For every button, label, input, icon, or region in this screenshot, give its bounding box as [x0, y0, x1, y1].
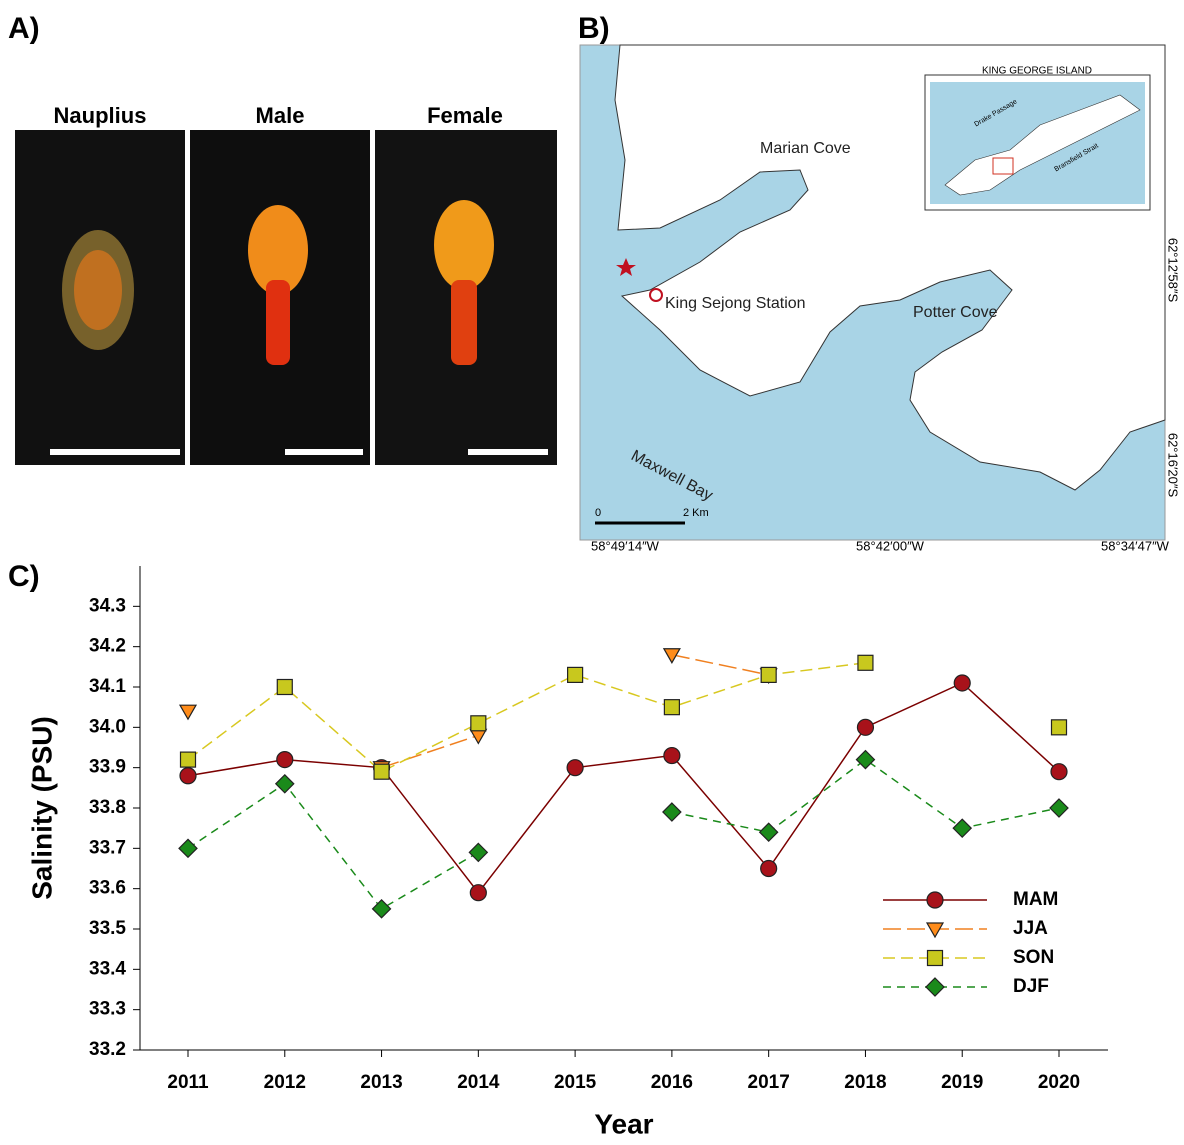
point — [276, 750, 294, 769]
y-tick-label: 34.2 — [89, 636, 126, 657]
legend-label: JJA — [1013, 918, 1048, 939]
y-tick-label: 34.0 — [89, 716, 126, 737]
legend-marker — [926, 891, 944, 909]
point — [857, 654, 874, 671]
photo-caption: Female — [427, 103, 503, 128]
y-tick-label: 33.4 — [89, 958, 126, 979]
x-tick-label: 2012 — [264, 1072, 306, 1093]
point — [274, 773, 295, 794]
place: Marian Cove — [760, 140, 851, 157]
series-line — [187, 758, 1060, 910]
x-tick-label: 2018 — [844, 1072, 886, 1093]
y-tick-label: 33.8 — [89, 797, 126, 818]
longitude: 58°34′47″W — [1101, 538, 1170, 553]
point — [760, 859, 778, 878]
point — [1049, 798, 1069, 818]
legend-label: MAM — [1013, 889, 1058, 910]
panel-label: B) — [578, 12, 610, 45]
specimen — [266, 280, 290, 365]
y-tick-label: 33.6 — [89, 878, 126, 899]
y-tick-label: 33.2 — [89, 1039, 126, 1060]
point — [663, 699, 680, 716]
point — [179, 751, 197, 768]
series-line — [188, 663, 1059, 772]
inset-island — [944, 94, 1141, 196]
longitude: 58°42′00″W — [856, 538, 925, 553]
point — [469, 884, 487, 902]
point — [953, 674, 971, 692]
latitude: 62°12′58″S — [1166, 238, 1181, 303]
legend-marker — [925, 977, 945, 997]
x-tick-label: 2011 — [167, 1072, 209, 1093]
point — [468, 842, 489, 863]
point — [662, 802, 682, 822]
point — [855, 749, 876, 770]
photo-caption: Nauplius — [54, 103, 147, 128]
scale-label: 0 — [595, 507, 601, 519]
legend-label: SON — [1013, 947, 1054, 968]
y-tick-label: 33.7 — [89, 837, 126, 858]
point — [469, 728, 488, 745]
series-line — [381, 653, 769, 769]
point — [276, 678, 293, 696]
specimen — [248, 205, 308, 295]
inset-box — [992, 157, 1014, 175]
specimen — [451, 280, 477, 365]
place: King Sejong Station — [665, 295, 806, 312]
star — [616, 258, 636, 276]
longitude: 58°49′14″W — [591, 538, 660, 553]
x-axis-title: Year — [594, 1108, 653, 1139]
point — [856, 718, 875, 736]
x-tick-label: 2014 — [457, 1072, 500, 1093]
x-tick-label: 2016 — [651, 1072, 693, 1093]
x-tick-label: 2020 — [1038, 1072, 1080, 1093]
point — [179, 767, 197, 785]
legend-marker — [925, 922, 945, 939]
legend-marker — [926, 949, 944, 967]
point — [758, 822, 779, 843]
point — [663, 746, 681, 765]
point — [662, 648, 681, 664]
latitude: 62°16′20″S — [1166, 433, 1181, 498]
series-line — [187, 682, 1060, 894]
map — [579, 44, 1166, 541]
scale-label: 2 Km — [683, 507, 709, 519]
place: Potter Cove — [913, 304, 998, 321]
point — [952, 818, 973, 839]
y-tick-label: 34.1 — [89, 676, 126, 697]
y-tick-label: 33.3 — [89, 999, 126, 1020]
photos — [15, 130, 557, 465]
y-tick-label: 34.3 — [89, 595, 126, 616]
inset-title: KING GEORGE ISLAND — [982, 66, 1092, 77]
specimen — [434, 200, 494, 290]
point — [760, 666, 777, 684]
point — [178, 704, 198, 721]
point — [567, 666, 584, 684]
y-axis-title: Salinity (PSU) — [26, 716, 57, 900]
y-tick-label: 33.5 — [89, 918, 126, 939]
photo-caption: Male — [256, 103, 305, 128]
point — [566, 759, 584, 777]
x-tick-label: 2017 — [748, 1072, 790, 1093]
panel-label: A) — [8, 12, 40, 45]
legend-label: DJF — [1013, 976, 1049, 997]
point — [178, 838, 198, 859]
point — [371, 898, 392, 919]
point — [470, 715, 487, 732]
x-tick-label: 2015 — [554, 1072, 597, 1093]
x-tick-label: 2019 — [941, 1072, 983, 1093]
panel-label: C) — [8, 560, 40, 593]
scale-bar — [50, 449, 180, 455]
scale-bar — [468, 449, 548, 455]
point — [1050, 763, 1068, 781]
y-tick-label: 33.9 — [89, 757, 126, 778]
scale-bar — [285, 449, 363, 455]
specimen — [74, 250, 122, 330]
point — [1050, 719, 1068, 736]
point — [373, 763, 390, 780]
x-tick-label: 2013 — [360, 1072, 402, 1093]
station-pin — [649, 288, 663, 302]
